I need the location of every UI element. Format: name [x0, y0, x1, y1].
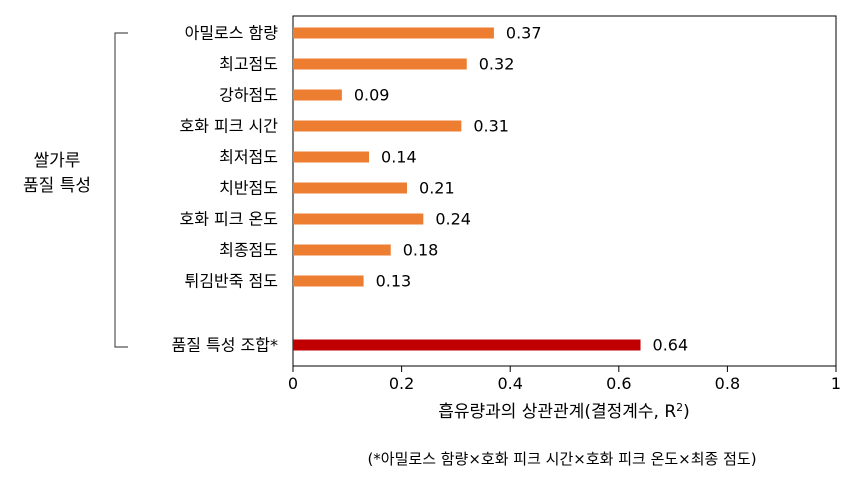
x-axis-title: 흡유량과의 상관관계(결정계수, R2) — [438, 401, 690, 423]
value-label-7: 0.24 — [435, 210, 471, 229]
x-tick-label-2: 0.2 — [389, 374, 414, 393]
value-label-2: 0.32 — [479, 55, 515, 74]
bar-4 — [293, 120, 462, 132]
bar-7 — [293, 213, 424, 225]
category-label-2: 최고점도 — [219, 55, 278, 74]
value-label-3: 0.09 — [354, 86, 390, 105]
group-bracket — [114, 32, 128, 348]
x-tick-label-1: 0 — [288, 374, 298, 393]
value-label-10: 0.64 — [653, 336, 689, 355]
category-label-6: 치반점도 — [219, 179, 278, 198]
value-label-9: 0.13 — [376, 272, 412, 291]
bar-10 — [293, 339, 641, 351]
bars-group — [293, 27, 641, 351]
category-label-1: 아밀로스 함량 — [185, 24, 279, 43]
category-label-8: 최종점도 — [219, 241, 278, 260]
x-tick-label-6: 1 — [831, 374, 841, 393]
bar-5 — [293, 151, 370, 163]
value-label-1: 0.37 — [506, 24, 542, 43]
x-tick-label-5: 0.8 — [715, 374, 740, 393]
x-axis-ticks: 0 0.2 0.4 0.6 0.8 1 — [288, 366, 841, 393]
value-label-6: 0.21 — [419, 179, 455, 198]
bar-6 — [293, 182, 408, 194]
group-label-line1: 쌀가루 — [34, 151, 81, 171]
bar-9 — [293, 275, 364, 287]
category-label-4: 호화 피크 시간 — [180, 117, 279, 136]
category-label-3: 강하점도 — [219, 86, 278, 105]
category-label-9: 튀김반죽 점도 — [185, 272, 278, 291]
category-label-7: 호화 피크 온도 — [180, 210, 279, 229]
x-axis-title-main: 흡유량과의 상관관계(결정계수, R — [438, 402, 676, 422]
value-label-5: 0.14 — [381, 148, 417, 167]
value-label-4: 0.31 — [473, 117, 509, 136]
bar-1 — [293, 27, 494, 39]
bar-2 — [293, 58, 467, 70]
group-label-line2: 품질 특성 — [23, 176, 91, 196]
value-label-8: 0.18 — [403, 241, 439, 260]
category-label-10: 품질 특성 조합* — [172, 336, 279, 355]
x-tick-label-4: 0.6 — [606, 374, 631, 393]
category-label-5: 최저점도 — [219, 148, 278, 167]
x-axis-title-superscript: 2 — [676, 401, 683, 414]
footnote: (*아밀로스 함량×호화 피크 시간×호화 피크 온도×최종 점도) — [367, 450, 756, 468]
bar-3 — [293, 89, 342, 101]
bar-8 — [293, 244, 391, 256]
x-tick-label-3: 0.4 — [497, 374, 522, 393]
value-labels: 0.37 0.32 0.09 0.31 0.140.21 0.24 0.18 0.13 0.64 — [354, 24, 688, 355]
x-axis-title-close: ) — [683, 402, 690, 422]
